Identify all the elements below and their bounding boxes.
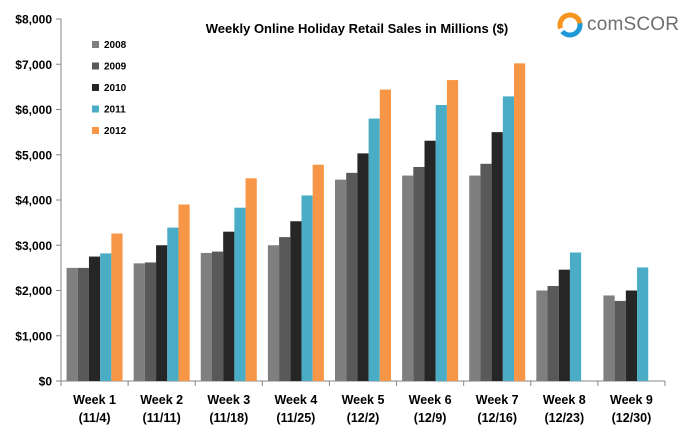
bar-2012-week-2 xyxy=(178,204,190,381)
y-tick-label: $6,000 xyxy=(15,103,52,117)
x-tick-sublabel: (11/11) xyxy=(143,411,181,425)
bar-2010-week-5 xyxy=(357,153,369,381)
bar-2010-week-1 xyxy=(88,256,101,381)
bar-2012-week-7 xyxy=(514,63,526,381)
x-tick-label: Week 5 xyxy=(342,393,385,407)
bar-2009-week-5 xyxy=(346,172,358,381)
x-tick-sublabel: (11/18) xyxy=(209,411,248,425)
bar-2011-week-1 xyxy=(100,253,112,381)
legend-swatch-2008 xyxy=(92,41,99,48)
bar-2010-week-3 xyxy=(223,231,235,381)
y-tick-label: $1,000 xyxy=(15,329,52,343)
x-tick-label: Week 7 xyxy=(476,393,519,407)
bar-2008-week-2 xyxy=(133,263,145,381)
bar-2008-week-8 xyxy=(536,290,548,381)
bar-2010-week-7 xyxy=(491,132,503,381)
bar-2010-week-2 xyxy=(156,245,168,381)
bar-2008-week-5 xyxy=(335,179,347,381)
x-tick-label: Week 9 xyxy=(610,393,653,407)
y-tick-label: $8,000 xyxy=(15,13,52,27)
bar-2009-week-1 xyxy=(77,267,89,381)
bar-2011-week-9 xyxy=(637,267,649,381)
bar-2008-week-3 xyxy=(200,252,212,381)
bar-2011-week-5 xyxy=(368,118,380,382)
x-tick-sublabel: (12/16) xyxy=(477,411,517,425)
legend-swatch-2009 xyxy=(92,62,99,70)
bar-2012-week-5 xyxy=(379,89,391,381)
bar-2012-week-3 xyxy=(245,178,257,381)
x-tick-label: Week 1 xyxy=(73,393,116,407)
y-tick-label: $5,000 xyxy=(15,148,52,162)
bar-2012-week-4 xyxy=(312,164,324,381)
legend-swatch-2011 xyxy=(92,105,99,113)
x-tick-label: Week 2 xyxy=(140,393,183,407)
bar-2011-week-2 xyxy=(167,227,179,381)
legend-label-2011: 2011 xyxy=(104,105,126,116)
bar-2009-week-2 xyxy=(144,262,157,381)
y-tick-label: $0 xyxy=(39,375,53,389)
bar-2009-week-7 xyxy=(480,163,492,381)
bar-2012-week-1 xyxy=(111,233,123,381)
bar-2008-week-1 xyxy=(66,267,78,381)
bar-2010-week-4 xyxy=(290,221,302,381)
comscore-logo-icon xyxy=(557,12,583,38)
x-tick-sublabel: (12/23) xyxy=(545,411,585,425)
x-tick-sublabel: (11/4) xyxy=(79,411,111,425)
comscore-logo: comSCORE. xyxy=(556,10,680,40)
legend-label-2012: 2012 xyxy=(104,126,127,137)
bar-2010-week-8 xyxy=(558,269,570,381)
bar-2009-week-3 xyxy=(211,251,224,381)
legend-swatch-2012 xyxy=(92,127,99,134)
x-tick-sublabel: (12/9) xyxy=(414,411,447,425)
x-tick-sublabel: (12/30) xyxy=(612,411,652,425)
bar-2011-week-6 xyxy=(435,104,447,381)
bar-2009-week-4 xyxy=(279,237,291,381)
chart-axes: $0 $1,000 $2,000 $3,000 $4,000 $5,000 $6,000 $7… xyxy=(15,13,666,425)
legend-label-2010: 2010 xyxy=(104,83,127,94)
x-tick-label: Week 4 xyxy=(274,393,317,407)
legend-label-2009: 2009 xyxy=(104,62,127,73)
bar-2008-week-7 xyxy=(469,175,481,381)
bar-2010-week-9 xyxy=(625,290,638,381)
y-tick-label: $2,000 xyxy=(15,284,52,298)
bar-2008-week-9 xyxy=(603,295,615,381)
bar-2008-week-6 xyxy=(402,175,414,381)
comscore-wordmark: comSCORE. xyxy=(587,14,680,35)
bar-2008-week-4 xyxy=(267,245,280,381)
x-tick-sublabel: (11/25) xyxy=(276,411,315,425)
legend-label-2008: 2008 xyxy=(104,40,127,51)
bar-2011-week-7 xyxy=(502,96,515,381)
legend-swatch-2010 xyxy=(92,84,99,91)
bar-2011-week-3 xyxy=(234,207,246,381)
y-tick-label: $7,000 xyxy=(15,58,52,72)
x-tick-label: Week 3 xyxy=(207,393,250,407)
x-tick-sublabel: (12/2) xyxy=(347,411,380,425)
bar-2009-week-8 xyxy=(547,285,559,381)
bar-2009-week-6 xyxy=(413,166,425,381)
y-tick-label: $3,000 xyxy=(15,239,52,253)
chart-bars xyxy=(66,63,649,382)
y-tick-label: $4,000 xyxy=(15,194,52,208)
bar-2012-week-6 xyxy=(446,80,459,382)
bar-2011-week-8 xyxy=(569,252,582,381)
chart-legend: 2008 2009 2010 2011 2012 xyxy=(92,40,127,137)
x-tick-label: Week 8 xyxy=(543,393,586,407)
bar-2010-week-6 xyxy=(424,140,436,381)
chart-title: Weekly Online Holiday Retail Sales in Mi… xyxy=(206,21,508,36)
bar-2011-week-4 xyxy=(301,195,313,381)
bar-2009-week-9 xyxy=(614,300,626,381)
x-tick-label: Week 6 xyxy=(409,393,452,407)
